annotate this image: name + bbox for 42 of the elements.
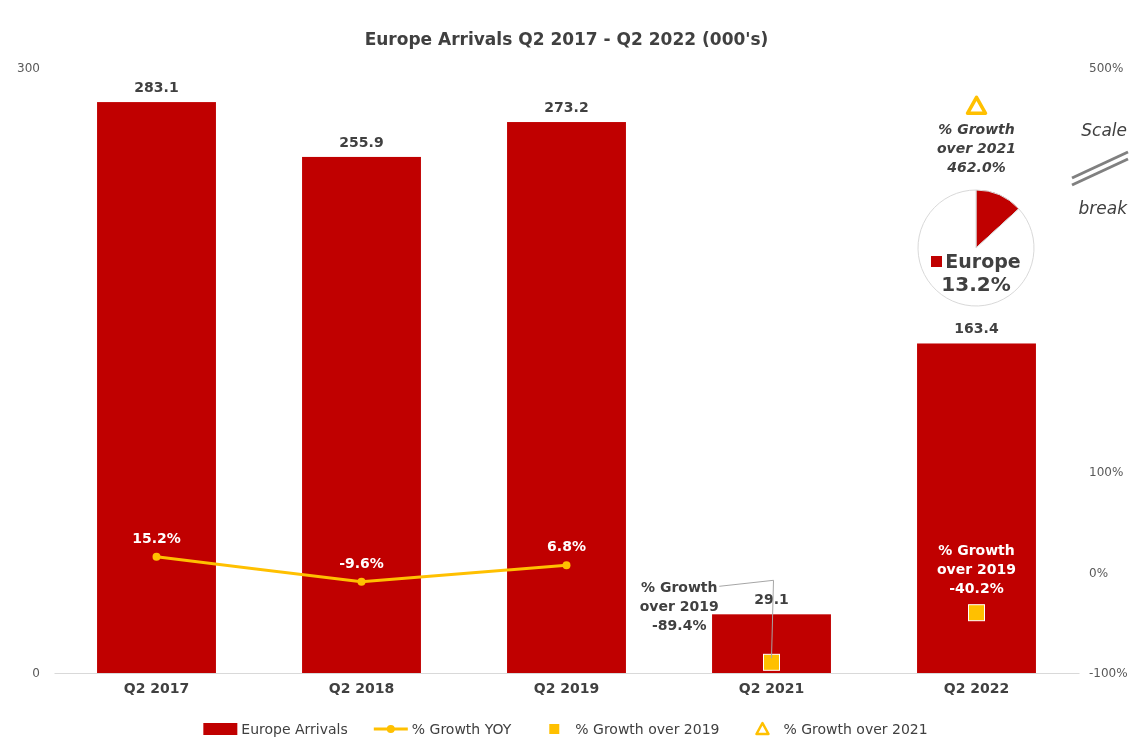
point — [562, 561, 571, 570]
data-label: % Growth over 2019 -89.4% — [639, 579, 719, 634]
bar — [97, 102, 216, 673]
data-label: -9.6% — [339, 554, 384, 571]
point — [968, 604, 985, 622]
data-label: % Growth over 2021 462.0% — [937, 121, 1016, 176]
data-label: 13.2% — [941, 272, 1011, 296]
y2-tick-label: 500% — [1089, 61, 1124, 76]
point — [965, 95, 988, 116]
legend-label: % Growth YOY — [411, 721, 512, 737]
y-tick-label: 300 — [17, 61, 40, 76]
x-tick-label: Q2 2018 — [328, 679, 395, 696]
point — [763, 653, 780, 671]
x-tick-label: Q2 2022 — [943, 679, 1010, 696]
data-label: 6.8% — [547, 538, 586, 555]
data-label: 273.2 — [544, 99, 589, 116]
x-tick-label: Q2 2017 — [123, 679, 190, 696]
bar — [302, 156, 421, 673]
data-label: 163.4 — [954, 320, 999, 337]
x-tick-label: Q2 2021 — [738, 679, 805, 696]
bar — [917, 343, 1036, 673]
y2-tick-label: -100% — [1089, 666, 1128, 681]
data-label: 283.1 — [134, 79, 179, 96]
legend-label: % Growth over 2019 — [575, 721, 720, 737]
data-label: % Growth over 2019 -40.2% — [937, 541, 1016, 596]
bar — [507, 122, 626, 673]
bar — [712, 614, 831, 673]
y-tick-label: 0 — [32, 666, 40, 681]
data-label: 15.2% — [132, 529, 181, 546]
legend-label: Europe — [945, 250, 1021, 272]
point — [357, 577, 366, 586]
chart-title: Europe Arrivals Q2 2017 - Q2 2022 (000's) — [364, 29, 769, 49]
data-label: 29.1 — [754, 591, 789, 608]
text: Scale break — [1078, 120, 1127, 218]
y2-tick-label: 100% — [1089, 464, 1124, 479]
data-label: 255.9 — [339, 133, 384, 150]
x-tick-label: Q2 2019 — [533, 679, 600, 696]
pie-slice — [917, 189, 1035, 307]
legend-label: % Growth over 2021 — [783, 721, 928, 737]
y2-tick-label: 0% — [1089, 565, 1109, 580]
legend-label: Europe Arrivals — [241, 721, 348, 737]
point — [152, 552, 161, 561]
